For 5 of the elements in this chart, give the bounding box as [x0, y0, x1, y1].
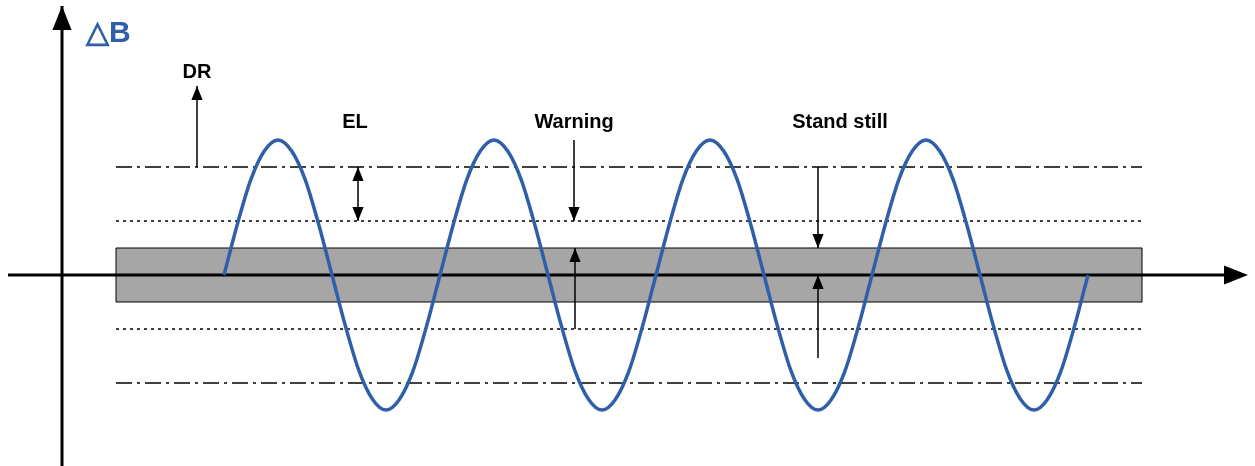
text: Stand still: [792, 110, 888, 132]
y-axis-title: △B: [85, 15, 131, 48]
ref-line-label: Warning: [534, 110, 614, 132]
text: EL: [342, 110, 368, 132]
ref-line-label: DR: [182, 60, 212, 82]
